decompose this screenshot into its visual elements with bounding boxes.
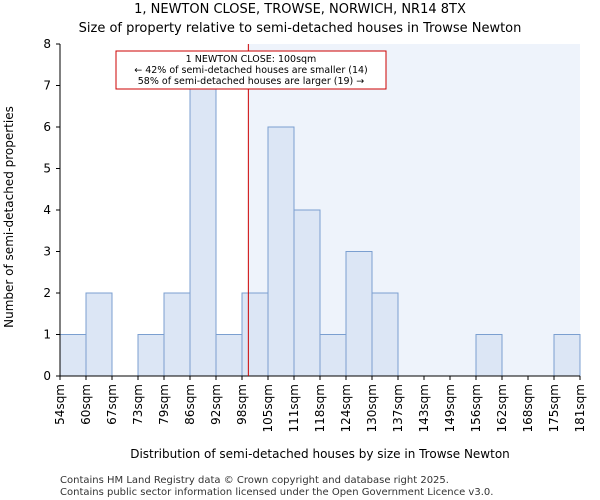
y-tick-label: 8 xyxy=(43,37,51,51)
x-tick-label: 168sqm xyxy=(521,384,535,432)
x-tick-label: 156sqm xyxy=(469,384,483,432)
x-tick-label: 60sqm xyxy=(79,384,93,425)
y-tick-label: 5 xyxy=(43,162,51,176)
x-tick-label: 79sqm xyxy=(157,384,171,425)
bar xyxy=(59,334,87,377)
y-tick-label: 0 xyxy=(43,369,51,383)
x-tick-label: 73sqm xyxy=(131,384,145,425)
x-tick-label: 181sqm xyxy=(573,384,587,432)
bar xyxy=(553,334,581,377)
x-tick-label: 124sqm xyxy=(339,384,353,432)
x-tick-label: 162sqm xyxy=(495,384,509,432)
x-tick-label: 98sqm xyxy=(235,384,249,425)
x-tick-label: 175sqm xyxy=(547,384,561,432)
x-tick-label: 92sqm xyxy=(209,384,223,425)
bar xyxy=(371,292,399,377)
annotation-smaller: ← 42% of semi-detached houses are smalle… xyxy=(134,65,368,76)
x-tick-label: 143sqm xyxy=(417,384,431,432)
x-tick-label: 54sqm xyxy=(53,384,67,425)
bar xyxy=(163,292,191,377)
chart-title: 1, NEWTON CLOSE, TROWSE, NORWICH, NR14 8… xyxy=(134,2,466,17)
bar xyxy=(215,334,243,377)
chart-subtitle: Size of property relative to semi-detach… xyxy=(79,21,522,36)
x-tick-label: 67sqm xyxy=(105,384,119,425)
y-tick-label: 4 xyxy=(43,203,51,217)
annotation-title: 1 NEWTON CLOSE: 100sqm xyxy=(186,54,317,65)
y-tick-label: 6 xyxy=(43,120,51,134)
x-tick-label: 111sqm xyxy=(287,384,301,432)
y-axis-label: Number of semi-detached properties xyxy=(2,106,16,328)
bar xyxy=(267,126,295,377)
bar xyxy=(319,334,347,377)
footer-line-2: Contains public sector information licen… xyxy=(60,487,493,498)
y-tick-label: 3 xyxy=(43,245,51,259)
bar xyxy=(241,292,269,377)
x-tick-label: 105sqm xyxy=(261,384,275,432)
x-tick-label: 86sqm xyxy=(183,384,197,425)
bar xyxy=(189,85,217,377)
bar xyxy=(345,251,373,377)
bar xyxy=(475,334,503,377)
annotation-box xyxy=(115,50,387,90)
x-tick-label: 130sqm xyxy=(365,384,379,432)
bar xyxy=(85,292,113,377)
footer-line-1: Contains HM Land Registry data © Crown c… xyxy=(60,475,449,486)
y-tick-label: 1 xyxy=(43,328,51,342)
y-tick-label: 7 xyxy=(43,79,51,93)
y-tick-label: 2 xyxy=(43,286,51,300)
x-tick-label: 137sqm xyxy=(391,384,405,432)
annotation-larger: 58% of semi-detached houses are larger (… xyxy=(138,76,365,87)
x-tick-label: 149sqm xyxy=(443,384,457,432)
bar xyxy=(137,334,165,377)
x-tick-label: 118sqm xyxy=(313,384,327,432)
bar xyxy=(293,209,321,377)
x-axis-label: Distribution of semi-detached houses by … xyxy=(130,447,510,461)
